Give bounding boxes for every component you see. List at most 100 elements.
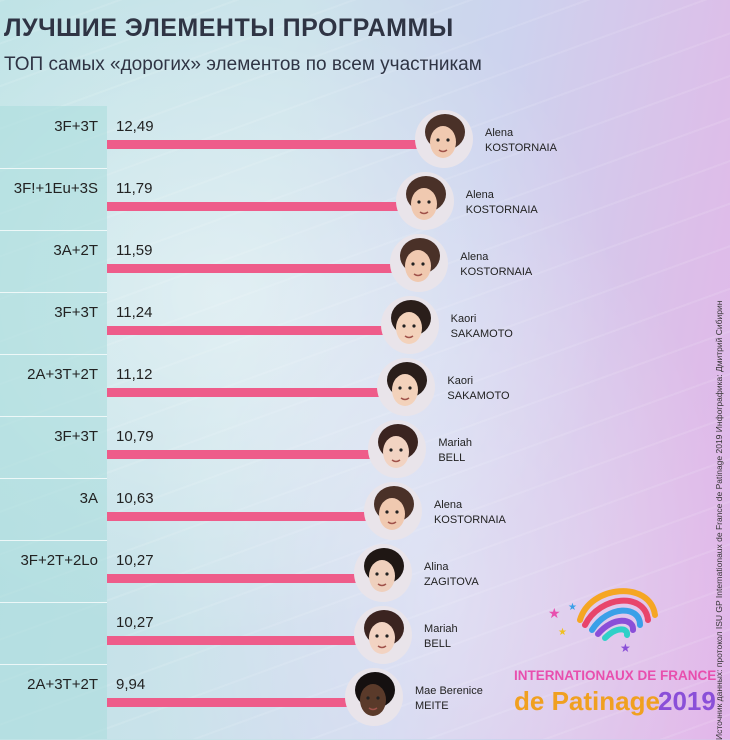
- score-bar: [107, 512, 376, 521]
- chart-row: 3F+3T 10,79 Mariah BELL: [0, 416, 730, 478]
- athlete-photo: [345, 668, 403, 726]
- athlete-name: Alena KOSTORNAIA: [460, 250, 532, 280]
- chart-row: 3F!+1Eu+3S 11,79 Alena KOSTORNAIA: [0, 168, 730, 230]
- element-label: 3F+3T: [54, 428, 98, 445]
- score-bar: [107, 636, 367, 645]
- athlete-last-name: SAKAMOTO: [450, 328, 513, 340]
- chart-row: 10,27 Mariah BELL: [0, 602, 730, 664]
- row-separator: [0, 230, 107, 231]
- element-label: 3F!+1Eu+3S: [13, 180, 98, 197]
- chart-title: ЛУЧШИЕ ЭЛЕМЕНТЫ ПРОГРАММЫ: [4, 14, 454, 42]
- row-separator: [0, 602, 107, 603]
- star-icon: ★: [558, 627, 567, 638]
- chart-row: 2A+3T+2T 9,94 Mae Berenice MEITE: [0, 664, 730, 726]
- athlete-first-name: Alina: [424, 561, 449, 573]
- value-label: 12,49: [116, 118, 154, 135]
- element-label: 3F+3T: [54, 118, 98, 135]
- athlete-name: Alena KOSTORNAIA: [466, 188, 538, 218]
- athlete-name: Kaori SAKAMOTO: [451, 312, 513, 342]
- athlete-last-name: KOSTORNAIA: [485, 142, 557, 154]
- athlete-photo: [368, 420, 427, 478]
- athlete-last-name: ZAGITOVA: [424, 576, 479, 588]
- source-caption: Источник данных: протокол ISU GP Interna…: [714, 300, 724, 740]
- athlete-first-name: Mae Berenice: [415, 685, 483, 697]
- score-bar: [107, 264, 403, 273]
- chart-row: 3A 10,63 Alena KOSTORNAIA: [0, 478, 730, 540]
- score-bar: [107, 140, 427, 149]
- chart-row: 3F+2T+2Lo 10,27 Alina ZAGITOVA: [0, 540, 730, 602]
- row-separator: [0, 540, 107, 541]
- athlete-name: Mariah BELL: [424, 622, 458, 652]
- athlete-name: Alina ZAGITOVA: [424, 560, 479, 590]
- chart-row: 2A+3T+2T 11,12 Kaori SAKAMOTO: [0, 354, 730, 416]
- athlete-name: Alena KOSTORNAIA: [485, 126, 557, 156]
- athlete-photo: [363, 482, 422, 540]
- element-label: 3A+2T: [53, 242, 98, 259]
- athlete-first-name: Alena: [460, 251, 489, 263]
- athlete-photo: [415, 110, 473, 168]
- athlete-last-name: MEITE: [415, 700, 449, 712]
- athlete-first-name: Mariah: [424, 623, 458, 635]
- athlete-first-name: Kaori: [447, 375, 474, 387]
- value-label: 10,27: [116, 552, 154, 569]
- chart-row: 3F+3T 11,24 Kaori SAKAMOTO: [0, 292, 730, 354]
- athlete-photo: [390, 234, 449, 292]
- athlete-photo: [377, 358, 436, 416]
- athlete-name: Mae Berenice MEITE: [415, 684, 483, 714]
- logo-year: 2019: [658, 686, 716, 716]
- athlete-photo: [354, 544, 413, 602]
- row-separator: [0, 292, 107, 293]
- element-label: 3F+2T+2Lo: [20, 552, 98, 569]
- athlete-last-name: KOSTORNAIA: [465, 204, 538, 216]
- value-label: 11,79: [116, 180, 153, 197]
- element-label: 3A: [79, 490, 98, 507]
- swirl-logo-icon: [577, 588, 658, 641]
- athlete-last-name: BELL: [438, 452, 466, 464]
- star-icon: ★: [568, 602, 577, 613]
- row-separator: [0, 354, 107, 355]
- row-separator: [0, 168, 107, 169]
- logo-line-2: de Patinage: [514, 686, 660, 716]
- value-label: 10,27: [116, 614, 154, 631]
- row-separator: [0, 416, 107, 417]
- chart-row: 3A+2T 11,59 Alena KOSTORNAIA: [0, 230, 730, 292]
- score-bar: [107, 388, 390, 397]
- star-icon: ★: [548, 605, 561, 621]
- athlete-photo: [380, 296, 439, 354]
- element-label: 2A+3T+2T: [27, 676, 98, 693]
- row-separator: [0, 664, 107, 665]
- source-text: Источник данных: протокол ISU GP Interna…: [714, 300, 724, 740]
- athlete-photo: [395, 172, 454, 230]
- athlete-name: Kaori SAKAMOTO: [447, 374, 509, 404]
- chart-subtitle: ТОП самых «дорогих» элементов по всем уч…: [4, 54, 482, 75]
- value-label: 11,24: [116, 304, 153, 321]
- score-bar: [107, 698, 357, 707]
- value-label: 11,59: [116, 242, 153, 259]
- value-label: 11,12: [116, 366, 153, 383]
- element-label: 3F+3T: [54, 304, 98, 321]
- score-bar: [107, 326, 393, 335]
- athlete-first-name: Alena: [465, 189, 494, 201]
- athlete-first-name: Alena: [485, 127, 514, 139]
- score-bar: [107, 450, 381, 459]
- athlete-name: Alena KOSTORNAIA: [434, 498, 506, 528]
- score-bar: [107, 574, 367, 583]
- event-logo: ★ ★ ★ ★ INTERNATIONAUX DE FRANCE de Pati…: [510, 580, 725, 730]
- value-label: 9,94: [116, 676, 146, 693]
- athlete-last-name: BELL: [424, 638, 451, 650]
- chart-row: 3F+3T 12,49 Alena KOSTORNAIA: [0, 106, 730, 168]
- athlete-last-name: KOSTORNAIA: [460, 266, 533, 278]
- athlete-first-name: Mariah: [438, 437, 472, 449]
- athlete-last-name: KOSTORNAIA: [433, 514, 506, 526]
- label-column: [0, 106, 107, 739]
- star-icon: ★: [620, 641, 631, 655]
- score-bar: [107, 202, 408, 211]
- athlete-name: Mariah BELL: [438, 436, 472, 466]
- value-label: 10,63: [116, 490, 154, 507]
- athlete-last-name: SAKAMOTO: [447, 390, 510, 402]
- value-label: 10,79: [116, 428, 154, 445]
- element-label: 2A+3T+2T: [27, 366, 98, 383]
- athlete-first-name: Alena: [433, 499, 463, 511]
- logo-line-1: INTERNATIONAUX DE FRANCE: [514, 668, 716, 683]
- athlete-first-name: Kaori: [450, 313, 477, 325]
